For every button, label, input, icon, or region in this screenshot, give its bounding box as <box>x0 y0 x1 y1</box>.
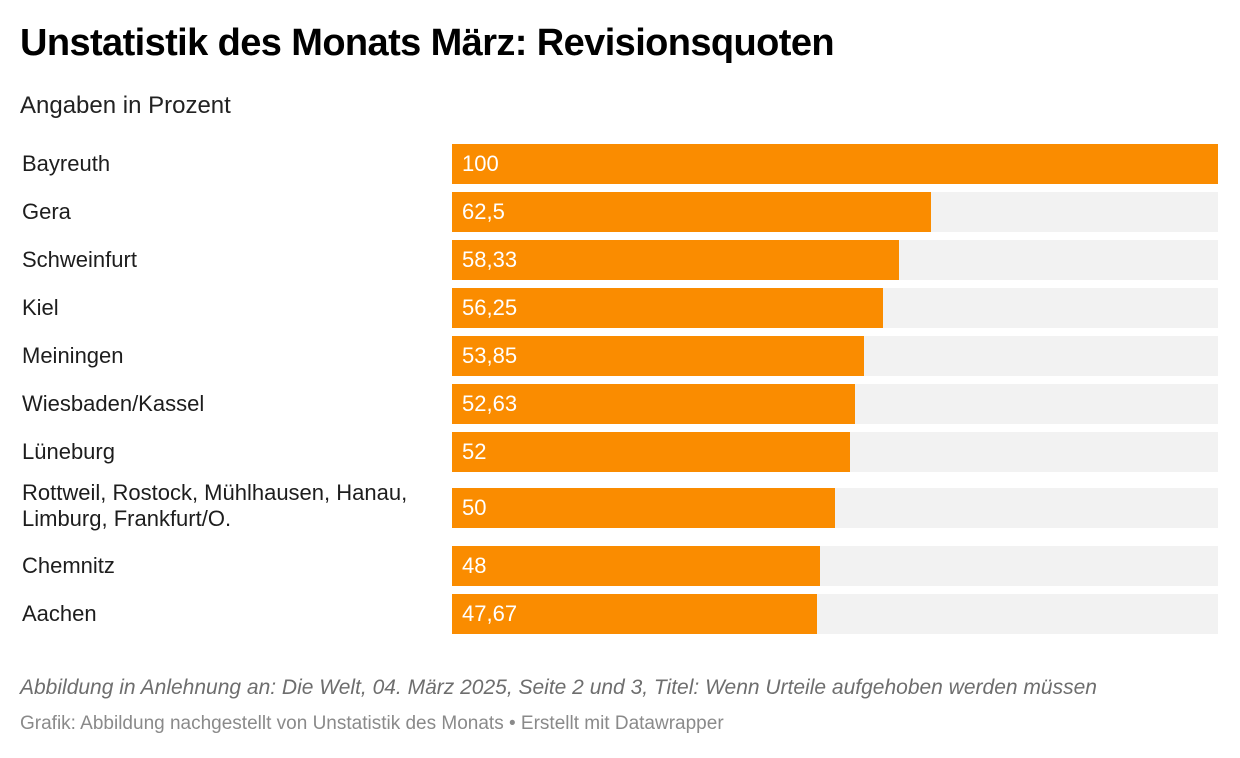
bar <box>452 144 1218 184</box>
bar <box>452 432 851 472</box>
value-label: 52,63 <box>462 391 518 416</box>
category-label: Gera <box>22 199 71 224</box>
category-label: Kiel <box>22 295 59 320</box>
bar <box>452 488 835 528</box>
chart-title: Unstatistik des Monats März: Revisionsqu… <box>20 22 835 64</box>
category-label: Aachen <box>22 601 97 626</box>
value-label: 58,33 <box>462 247 518 272</box>
category-label: Meiningen <box>22 343 124 368</box>
bar <box>452 594 818 634</box>
bar <box>452 546 820 586</box>
chart-footer: Grafik: Abbildung nachgestellt von Unsta… <box>20 713 724 734</box>
category-label: Chemnitz <box>22 553 115 578</box>
bar <box>452 240 899 280</box>
bar-chart: Bayreuth 100 Gera 62,5 Schweinfurt 58,33 Kiel 5… <box>22 144 1218 634</box>
value-label: 100 <box>462 151 499 176</box>
value-label: 52 <box>462 439 487 464</box>
category-label: Wiesbaden/Kassel <box>22 391 205 416</box>
value-label: 56,25 <box>462 295 518 320</box>
category-label: Lüneburg <box>22 439 115 464</box>
category-label: Schweinfurt <box>22 247 137 272</box>
value-label: 48 <box>462 553 487 578</box>
bar <box>452 192 931 232</box>
bar <box>452 288 883 328</box>
value-label: 62,5 <box>462 199 505 224</box>
value-label: 47,67 <box>462 601 518 626</box>
bar <box>452 384 856 424</box>
chart-notes: Abbildung in Anlehnung an: Die Welt, 04.… <box>20 676 1097 699</box>
bar <box>452 336 865 376</box>
category-label: Bayreuth <box>22 151 111 176</box>
value-label: 50 <box>462 495 487 520</box>
chart-subtitle: Angaben in Prozent <box>20 92 231 119</box>
category-label: Rottweil, Rostock, Mühlhausen, Hanau, Li… <box>22 480 408 531</box>
value-label: 53,85 <box>462 343 518 368</box>
